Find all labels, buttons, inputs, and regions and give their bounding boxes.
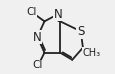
Text: N: N — [33, 30, 41, 44]
Text: Cl: Cl — [26, 7, 37, 17]
Text: Cl: Cl — [33, 60, 43, 71]
Text: CH₃: CH₃ — [82, 48, 100, 58]
Text: S: S — [76, 25, 84, 38]
Text: N: N — [53, 8, 62, 21]
